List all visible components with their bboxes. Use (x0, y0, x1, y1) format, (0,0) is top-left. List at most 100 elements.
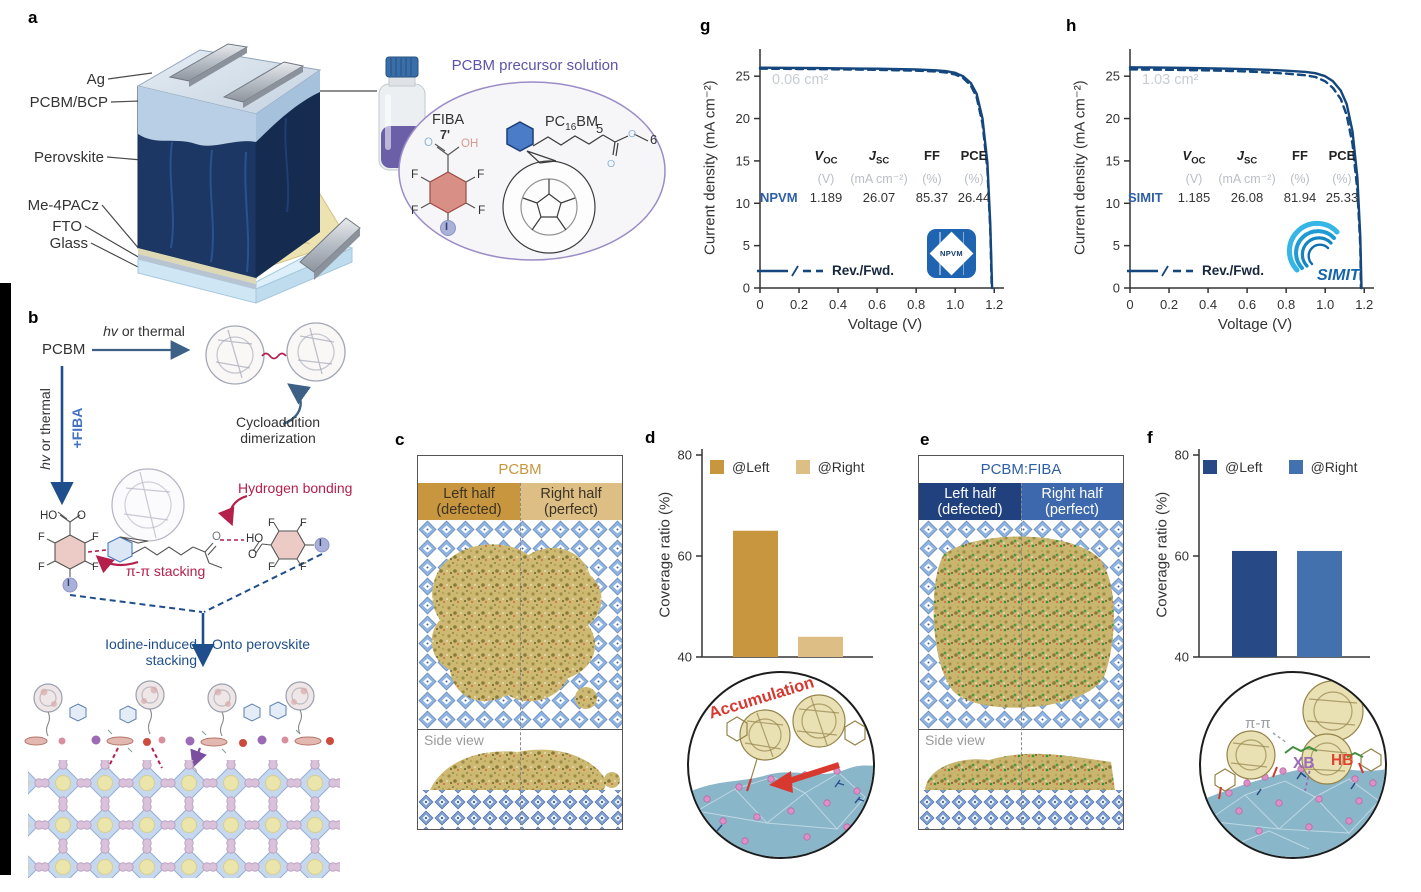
svg-text:0: 0 (756, 297, 763, 312)
svg-text:0.4: 0.4 (829, 297, 847, 312)
half-divider (520, 483, 521, 830)
fiba-structure (420, 143, 476, 221)
svg-text:1.2: 1.2 (985, 297, 1003, 312)
rev-fwd-label: Rev./Fwd. (832, 263, 895, 278)
panel-label-b: b (28, 308, 39, 327)
svg-text:10: 10 (1106, 196, 1120, 211)
atom-label-ho: HO (246, 533, 264, 545)
svg-text:1.0: 1.0 (1316, 297, 1334, 312)
jv-h-xlabel: Voltage (V) (1217, 316, 1293, 333)
device-name: SIMIT (1128, 189, 1163, 205)
panel-label-h: h (1066, 16, 1077, 35)
npvm-logo: NPVM (927, 229, 976, 278)
atom-label-o: O (248, 549, 257, 561)
svg-text:0.8: 0.8 (907, 297, 925, 312)
atom-label-f: F (411, 203, 419, 217)
atom-label-oh: OH (461, 138, 479, 150)
coverage-chart-f: 40 60 80 (1175, 448, 1370, 665)
atom-label-o: O (77, 510, 86, 522)
sim-title: PCBM:FIBA (980, 461, 1062, 478)
layer-label-ag: Ag (86, 71, 105, 88)
atom-label-f: F (38, 561, 45, 573)
svg-text:0: 0 (1113, 281, 1120, 296)
panel-label-g: g (700, 16, 711, 35)
svg-text:20: 20 (736, 111, 750, 126)
jv-chart-g: 0 5 10 15 20 25 0 0.2 0.4 0.6 0.8 1.0 1.2 (736, 49, 1004, 312)
jv-g-table: VOC JSC FF PCE (V) (mA cm⁻²) (%) (%) NPV… (760, 148, 991, 205)
chart-d-legend: @Left @Right (710, 459, 882, 475)
iodine-induced-stacking-label: Iodine-induced stacking (105, 636, 197, 669)
simulation-box-pcbm-fiba: PCBM:FIBA Left half (defected) Right half… (918, 455, 1124, 830)
cycloaddition-label: Cycloaddition dimerization (235, 414, 321, 447)
sim-header-right: Right half (perfect) (1021, 483, 1123, 520)
jv-g-ylabel: Current density (mA cm⁻²) (701, 80, 719, 255)
legend-swatch-right (795, 460, 810, 474)
fiba-label: FIBA (432, 112, 465, 128)
legend-label-right: @Right (1310, 459, 1358, 475)
atom-label-f: F (38, 531, 45, 543)
sim-title: PCBM (498, 461, 542, 478)
panel-label-f: f (1147, 428, 1153, 447)
reaction-scheme (24, 322, 346, 878)
atom-label-f: F (268, 561, 275, 573)
half-divider (1021, 483, 1022, 830)
atom-label-o: O (424, 137, 433, 149)
sim-header-left: Left half (defected) (919, 483, 1021, 520)
svg-text:60: 60 (678, 549, 692, 564)
svg-text:80: 80 (678, 448, 692, 463)
atom-label-f: F (478, 203, 486, 217)
jv-h-legend: Rev./Fwd. (1126, 263, 1264, 278)
xb-label: XB (1293, 755, 1315, 772)
svg-text:0.8: 0.8 (1277, 297, 1295, 312)
simit-logo: SIMIT (1286, 220, 1361, 284)
jv-h-area-label: 1.03 cm² (1142, 72, 1199, 88)
ester-o-label: O (607, 158, 616, 170)
chain-label-6: 6 (650, 132, 658, 147)
rev-fwd-line-sample (757, 265, 823, 276)
svg-text:10: 10 (736, 196, 750, 211)
panel-label-a: a (28, 8, 38, 27)
svg-text:SIMIT: SIMIT (1317, 267, 1361, 284)
svg-text:0: 0 (743, 281, 750, 296)
pcbm-reactant-label: PCBM (42, 341, 86, 358)
atom-label-f: F (92, 561, 99, 573)
pi-pi-stacking-label: π-π stacking (126, 563, 206, 579)
svg-text:15: 15 (1106, 153, 1120, 168)
sideview-label: Side view (925, 732, 985, 748)
atom-label-i: I (319, 538, 322, 549)
hv-thermal-top-label: hv or thermal (103, 323, 185, 339)
svg-text:0.2: 0.2 (790, 297, 808, 312)
panel-label-e: e (920, 430, 930, 449)
simulation-box-pcbm: PCBM Left half (defected) Right half (perf… (417, 455, 623, 830)
jv-g-legend: Rev./Fwd. (756, 263, 894, 278)
atom-label-i: I (67, 578, 70, 589)
svg-text:25: 25 (1106, 69, 1120, 84)
atom-label-f: F (411, 167, 419, 181)
sim-header-left: Left half (defected) (418, 483, 520, 520)
atom-label-f: F (268, 517, 275, 529)
pi-pi-label: π-π (1245, 715, 1271, 732)
hv-thermal-side-label: hv or thermal (36, 388, 53, 470)
layer-label-perovskite: Perovskite (33, 149, 104, 166)
plus-fiba-label: +FIBA (68, 407, 85, 449)
legend-label-left: @Left (1225, 459, 1263, 475)
svg-text:60: 60 (1175, 549, 1189, 564)
svg-text:20: 20 (1106, 111, 1120, 126)
ester-o-label: O (628, 128, 637, 140)
solution-ellipse (398, 81, 666, 261)
atom-label-f: F (300, 561, 307, 573)
solution-title: PCBM precursor solution (451, 57, 619, 74)
legend-label-right: @Right (817, 459, 865, 475)
svg-text:0.2: 0.2 (1160, 297, 1178, 312)
panel-label-c: c (395, 430, 405, 449)
legend-label-left: @Left (732, 459, 770, 475)
atom-label-i: I (445, 221, 449, 233)
atom-label-f: F (477, 167, 485, 181)
svg-text:1.0: 1.0 (946, 297, 964, 312)
legend-swatch-right (1288, 460, 1303, 474)
svg-text:0.4: 0.4 (1199, 297, 1217, 312)
ester-o-label: O (212, 531, 221, 543)
onto-perovskite-label: Onto perovskite (212, 636, 311, 652)
chain-label-5: 5 (596, 121, 604, 136)
